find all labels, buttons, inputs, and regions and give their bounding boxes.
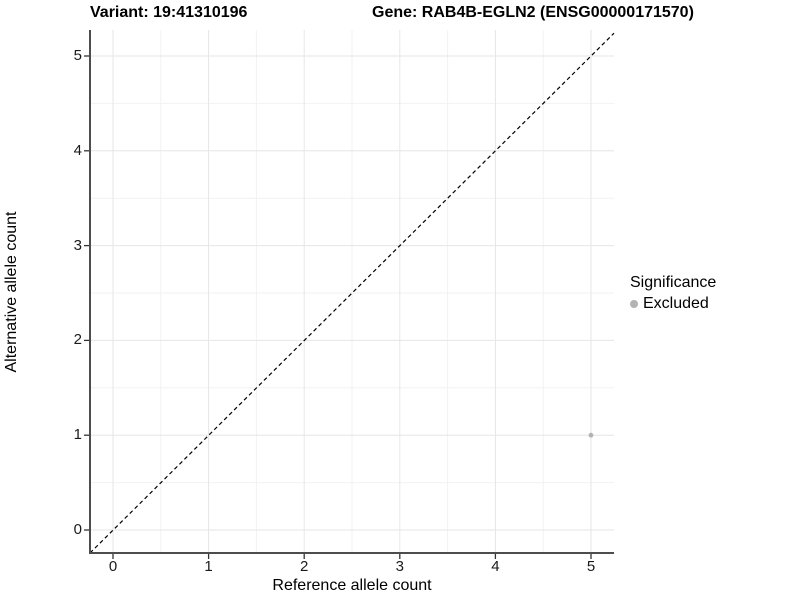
- x-tick-label: 2: [300, 558, 309, 575]
- y-tick-label: 4: [73, 141, 82, 159]
- x-tick-label: 3: [395, 558, 404, 575]
- legend-item-label: Excluded: [643, 295, 709, 312]
- y-tick-label: 2: [73, 331, 82, 349]
- y-tick-label: 0: [73, 521, 82, 538]
- variant-title: Variant: 19:41310196: [90, 4, 248, 21]
- y-axis-title: Alternative allele count: [3, 211, 20, 373]
- y-tick-label: 1: [73, 426, 82, 444]
- y-tick-label: 5: [73, 47, 82, 64]
- y-tick-label: 3: [73, 236, 82, 254]
- gene-title: Gene: RAB4B-EGLN2 (ENSG00000171570): [372, 4, 694, 21]
- legend-title: Significance: [630, 274, 717, 291]
- data-point: [588, 432, 594, 438]
- x-tick-label: 5: [586, 558, 596, 575]
- legend-item-excluded: Excluded: [630, 295, 716, 313]
- x-tick-label: 1: [204, 558, 213, 575]
- x-axis-title: Reference allele count: [272, 577, 432, 594]
- x-tick-label: 4: [491, 558, 500, 575]
- legend: Significance Excluded: [630, 274, 716, 313]
- x-tick-label: 0: [108, 558, 118, 575]
- excluded-point-icon: [630, 300, 638, 308]
